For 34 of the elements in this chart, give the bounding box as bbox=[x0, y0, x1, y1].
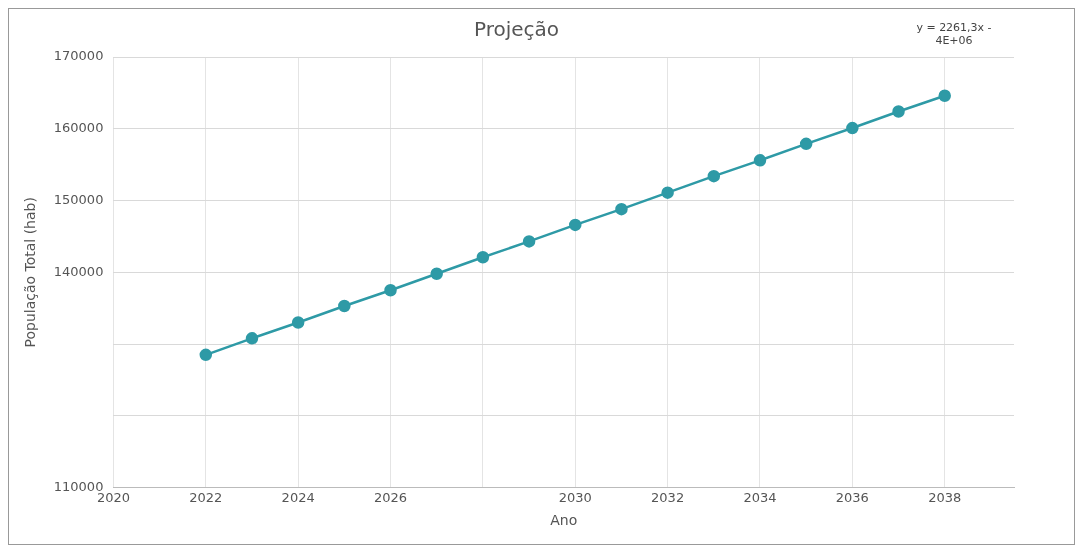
point bbox=[245, 332, 259, 345]
text: y = 2261,3x - 4E+06 bbox=[915, 21, 993, 47]
point bbox=[338, 299, 351, 313]
y-tick-label: 150000 bbox=[53, 191, 104, 207]
y-tick-label: 160000 bbox=[53, 120, 104, 136]
point bbox=[430, 267, 443, 280]
point bbox=[846, 121, 859, 135]
point bbox=[799, 137, 813, 151]
chart-title: Projeção bbox=[473, 17, 560, 42]
point bbox=[569, 218, 582, 232]
x-tick-label: 2036 bbox=[835, 489, 869, 505]
y-axis-title: População Total (hab) bbox=[22, 197, 39, 348]
x-tick-label: 2034 bbox=[743, 489, 777, 505]
x-tick-label: 2038 bbox=[928, 489, 962, 505]
point bbox=[384, 283, 397, 297]
y-tick-label: 110000 bbox=[53, 478, 104, 494]
point bbox=[291, 316, 305, 329]
point bbox=[522, 235, 536, 248]
point bbox=[476, 250, 490, 264]
point bbox=[661, 186, 674, 199]
x-tick-label: 2030 bbox=[558, 489, 592, 505]
point bbox=[615, 202, 628, 216]
y-tick-label: 170000 bbox=[53, 48, 104, 64]
point bbox=[892, 105, 905, 118]
x-tick-label: 2026 bbox=[373, 489, 408, 505]
y-tick-label: 140000 bbox=[53, 263, 104, 279]
point bbox=[938, 89, 951, 102]
x-tick-label: 2024 bbox=[281, 489, 315, 505]
x-tick-label: 2022 bbox=[189, 489, 223, 505]
x-axis-title: Ano bbox=[550, 512, 578, 529]
point bbox=[753, 154, 767, 167]
point bbox=[199, 348, 213, 362]
point bbox=[707, 169, 721, 183]
x-tick-label: 2032 bbox=[651, 489, 685, 505]
